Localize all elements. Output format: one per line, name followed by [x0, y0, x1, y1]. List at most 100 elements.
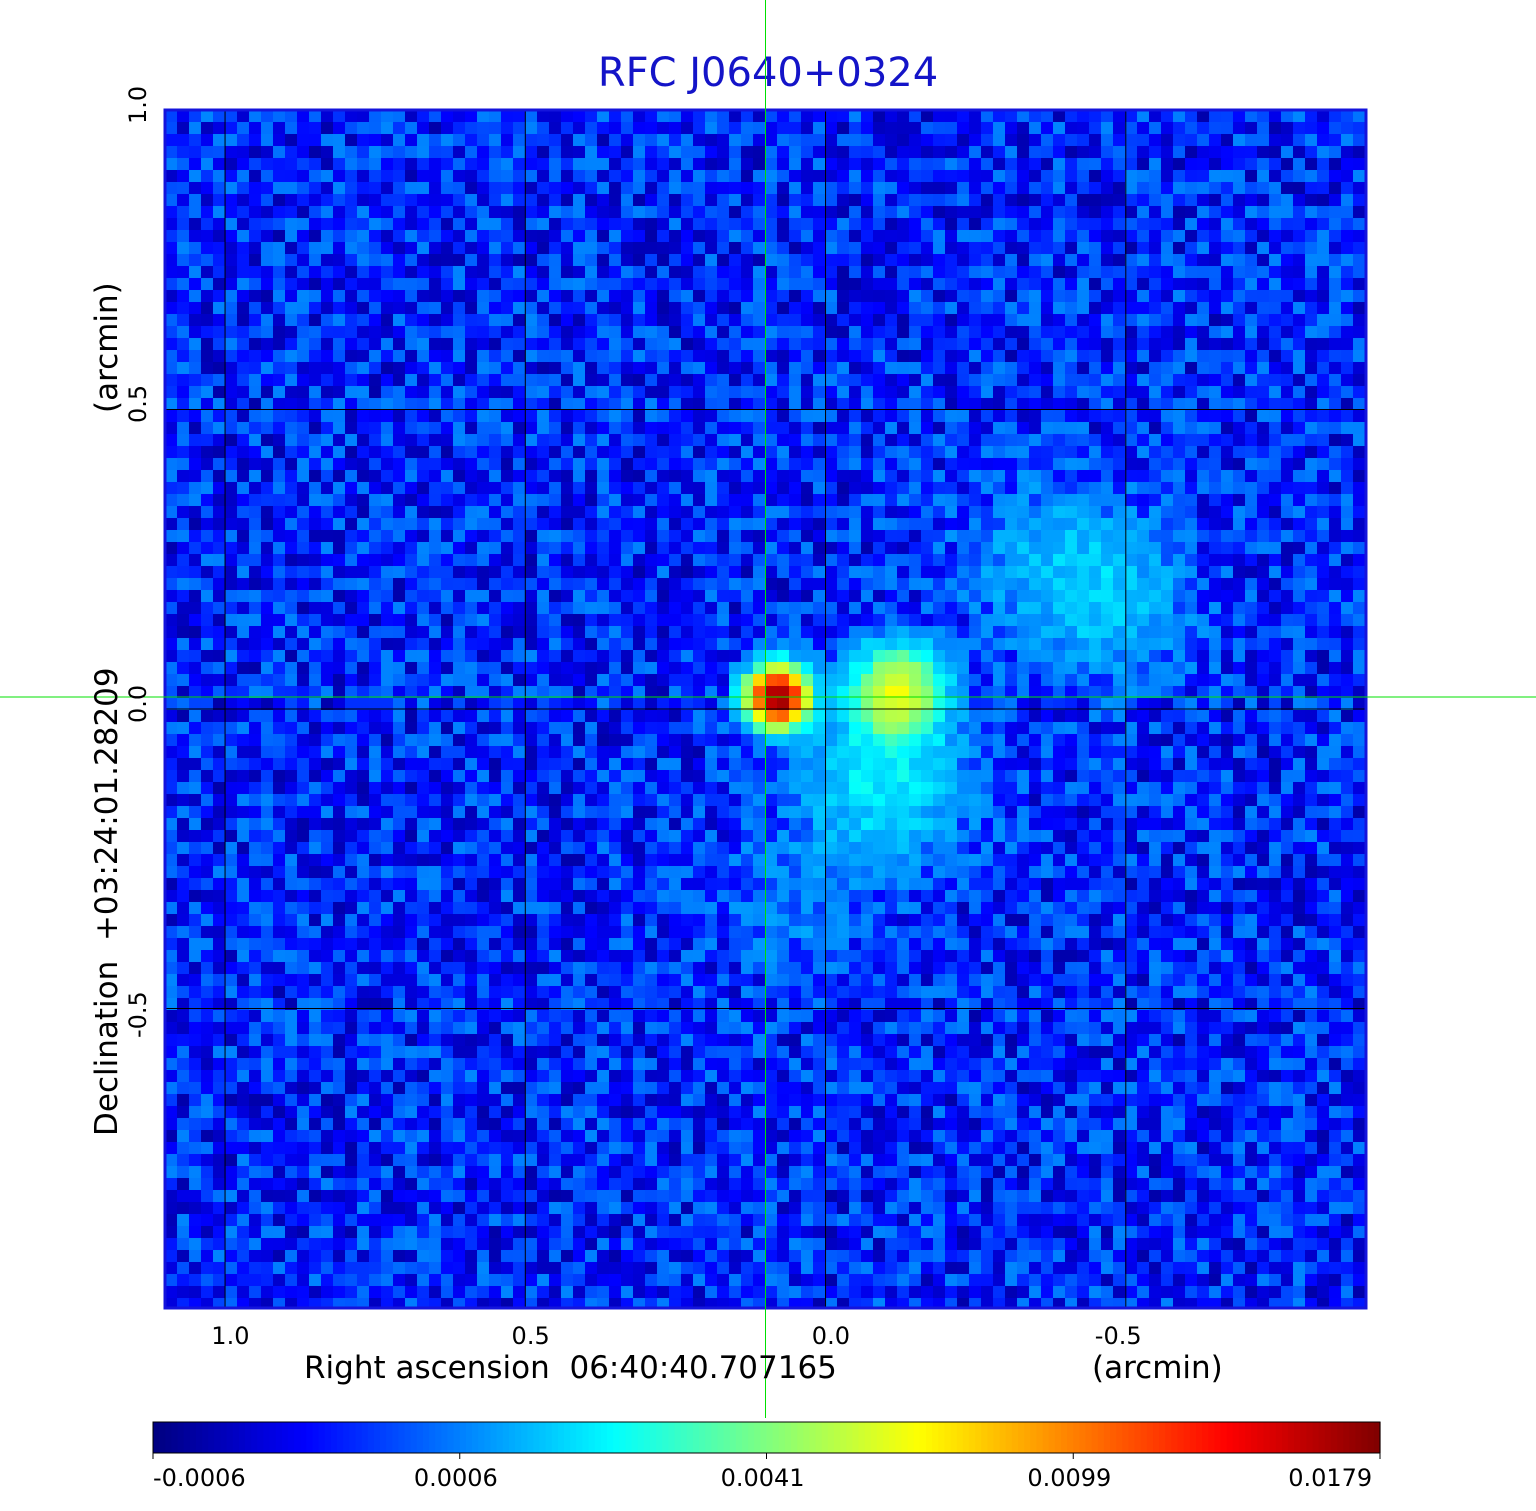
heatmap-cell: [1125, 182, 1138, 195]
heatmap-cell: [1329, 314, 1342, 327]
heatmap-cell: [729, 662, 742, 675]
heatmap-cell: [1281, 146, 1294, 159]
heatmap-cell: [489, 566, 502, 579]
heatmap-cell: [957, 578, 970, 591]
heatmap-cell: [297, 686, 310, 699]
heatmap-cell: [1113, 338, 1126, 351]
heatmap-cell: [645, 494, 658, 507]
heatmap-cell: [441, 158, 454, 171]
heatmap-cell: [321, 326, 334, 339]
heatmap-cell: [237, 446, 250, 459]
heatmap-cell: [969, 686, 982, 699]
heatmap-cell: [909, 638, 922, 651]
heatmap-cell: [1197, 518, 1210, 531]
heatmap-cell: [321, 182, 334, 195]
heatmap-cell: [429, 590, 442, 603]
heatmap-cell: [177, 338, 190, 351]
heatmap-cell: [969, 566, 982, 579]
heatmap-cell: [501, 602, 514, 615]
heatmap-cell: [609, 698, 622, 711]
heatmap-cell: [1257, 314, 1270, 327]
heatmap-cell: [549, 362, 562, 375]
heatmap-cell: [813, 566, 826, 579]
heatmap-cell: [453, 122, 466, 135]
heatmap-cell: [909, 410, 922, 423]
heatmap-cell: [1125, 326, 1138, 339]
heatmap-cell: [873, 254, 886, 267]
heatmap-cell: [693, 590, 706, 603]
heatmap-cell: [1305, 254, 1318, 267]
heatmap-cell: [1269, 290, 1282, 303]
heatmap-cell: [453, 326, 466, 339]
heatmap-cell: [1233, 638, 1246, 651]
heatmap-cell: [1101, 650, 1114, 663]
heatmap-cell: [165, 230, 178, 243]
heatmap-cell: [645, 530, 658, 543]
heatmap-cell: [489, 374, 502, 387]
heatmap-cell: [1305, 398, 1318, 411]
heatmap-cell: [765, 254, 778, 267]
heatmap-cell: [957, 374, 970, 387]
heatmap-cell: [1317, 446, 1330, 459]
heatmap-cell: [585, 110, 598, 123]
heatmap-cell: [405, 158, 418, 171]
heatmap-cell: [657, 458, 670, 471]
heatmap-cell: [441, 566, 454, 579]
heatmap-cell: [345, 470, 358, 483]
heatmap-cell: [1293, 110, 1306, 123]
heatmap-cell: [657, 662, 670, 675]
heatmap-cell: [1041, 110, 1054, 123]
heatmap-cell: [549, 170, 562, 183]
heatmap-cell: [177, 530, 190, 543]
heatmap-cell: [945, 566, 958, 579]
heatmap-cell: [321, 158, 334, 171]
heatmap-cell: [1065, 410, 1078, 423]
heatmap-cell: [1245, 266, 1258, 279]
heatmap-cell: [429, 206, 442, 219]
heatmap-cell: [165, 134, 178, 147]
heatmap-cell: [297, 230, 310, 243]
heatmap-cell: [1233, 494, 1246, 507]
heatmap-cell: [633, 686, 646, 699]
heatmap-cell: [333, 398, 346, 411]
heatmap-cell: [981, 530, 994, 543]
heatmap-cell: [645, 122, 658, 135]
heatmap-cell: [297, 158, 310, 171]
heatmap-cell: [981, 230, 994, 243]
heatmap-cell: [189, 674, 202, 687]
heatmap-cell: [1221, 422, 1234, 435]
heatmap-cell: [909, 662, 922, 675]
heatmap-cell: [297, 410, 310, 423]
heatmap-cell: [1245, 158, 1258, 171]
heatmap-cell: [729, 290, 742, 303]
heatmap-cell: [1101, 410, 1114, 423]
heatmap-cell: [585, 410, 598, 423]
heatmap-cell: [645, 398, 658, 411]
heatmap-cell: [501, 362, 514, 375]
heatmap-cell: [345, 638, 358, 651]
heatmap-cell: [357, 602, 370, 615]
heatmap-cell: [381, 446, 394, 459]
heatmap-cell: [1257, 194, 1270, 207]
heatmap-cell: [285, 554, 298, 567]
heatmap-cell: [1089, 266, 1102, 279]
heatmap-cell: [441, 182, 454, 195]
heatmap-cell: [417, 230, 430, 243]
heatmap-cell: [273, 518, 286, 531]
heatmap-cell: [801, 110, 814, 123]
heatmap-cell: [969, 110, 982, 123]
heatmap-cell: [729, 242, 742, 255]
heatmap-cell: [669, 302, 682, 315]
heatmap-cell: [1221, 470, 1234, 483]
heatmap-cell: [441, 302, 454, 315]
heatmap-cell: [453, 158, 466, 171]
heatmap-cell: [381, 566, 394, 579]
heatmap-cell: [669, 410, 682, 423]
heatmap-cell: [489, 242, 502, 255]
heatmap-cell: [825, 290, 838, 303]
heatmap-cell: [285, 626, 298, 639]
heatmap-cell: [1101, 470, 1114, 483]
heatmap-cell: [621, 506, 634, 519]
heatmap-cell: [1149, 650, 1162, 663]
heatmap-cell: [897, 530, 910, 543]
